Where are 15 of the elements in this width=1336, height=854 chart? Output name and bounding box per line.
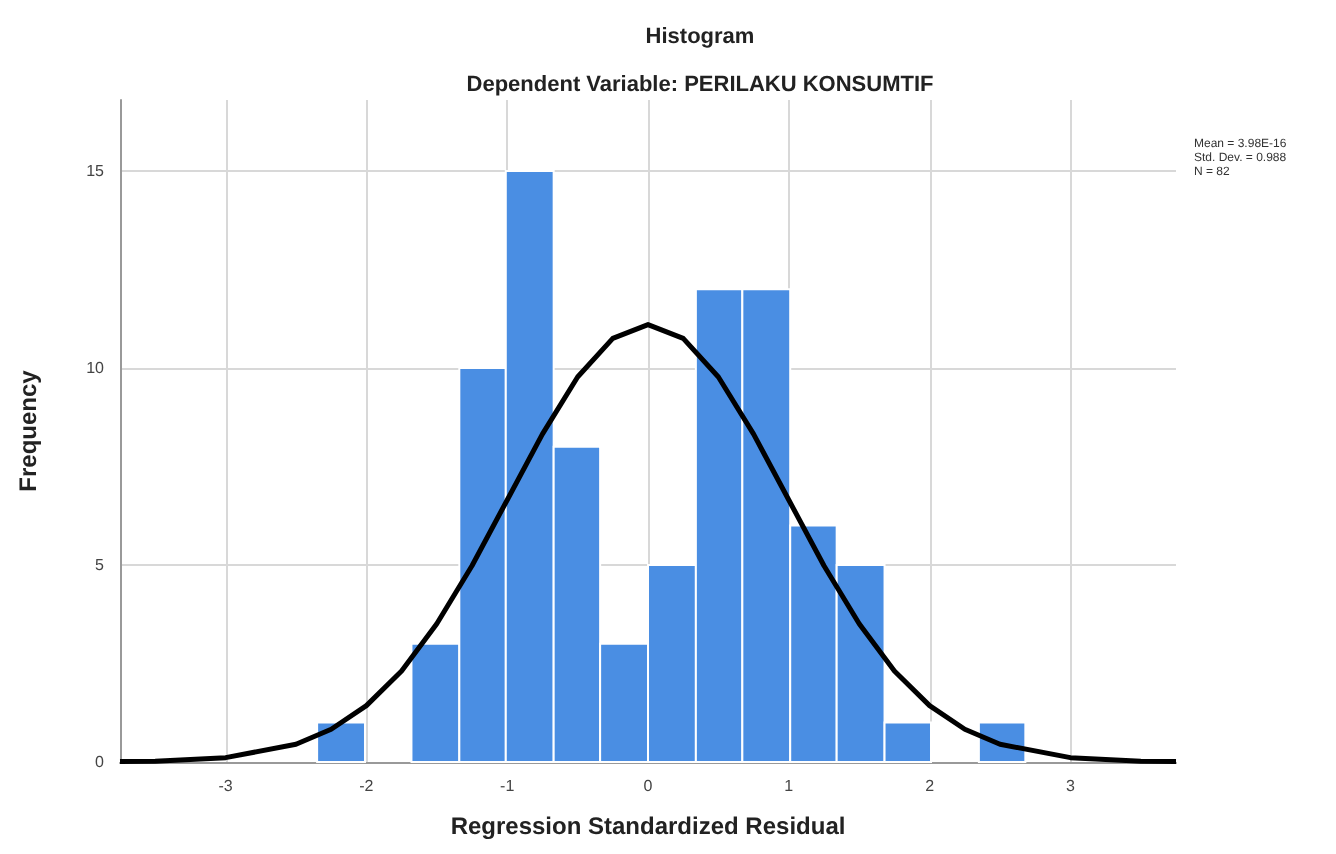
x-tick-label: 2 (925, 777, 936, 795)
y-tick-label: 0 (95, 753, 106, 771)
x-tick-label: -1 (500, 777, 516, 795)
x-axis-title: Regression Standardized Residual (450, 812, 846, 840)
y-axis-title: Frequency (14, 369, 42, 492)
chart-subtitle: Dependent Variable: PERILAKU KONSUMTIF (466, 73, 935, 97)
x-tick-label: -3 (218, 777, 234, 795)
x-tick-label: 0 (643, 777, 654, 795)
y-tick-label: 15 (86, 161, 106, 180)
y-tick-label: 10 (86, 358, 106, 377)
chart-title: Histogram (645, 25, 755, 49)
x-tick-label: -2 (359, 777, 375, 795)
x-tick-label: 1 (784, 777, 795, 795)
y-tick-label: 5 (95, 555, 106, 574)
x-tick-label: 3 (1065, 777, 1076, 795)
